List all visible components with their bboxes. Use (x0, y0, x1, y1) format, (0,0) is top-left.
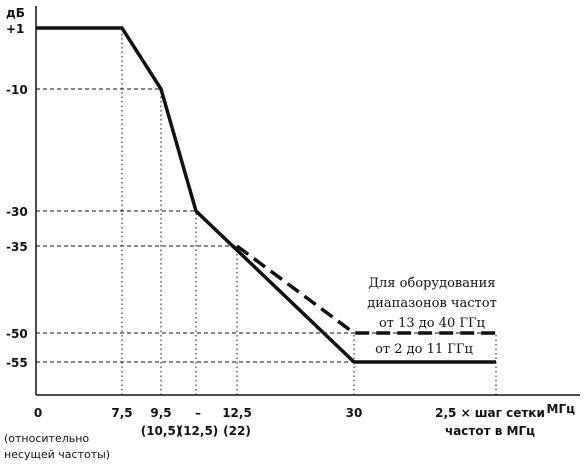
series-line-solid (36, 26, 496, 364)
y-tick-label-3: -35 (6, 240, 28, 254)
axes (35, 6, 580, 396)
x-tick-label-x95: 9,5 (150, 406, 171, 420)
x-tick-label-x0: 0 (34, 406, 42, 420)
axis-labels: дБ +1 -10 -30 -35 -50 -55 МГц 0 7,5 9,5 (10,5)– (12,… (4, 6, 575, 461)
y-tick-label-2: -30 (6, 205, 28, 219)
x-tick-label-x75: 7,5 (111, 406, 132, 420)
x-tick-label-xend: 2,5 × шаг сетки (435, 406, 545, 420)
x-tick-sublabel-xdash: (12,5) (178, 424, 219, 438)
annotations: Для оборудования диапазонов частот от 13 д… (367, 276, 497, 357)
x-tick-label-x30: 30 (346, 406, 363, 420)
annotation-high-band-2: от 13 до 40 ГГц (379, 316, 485, 331)
x-tick-label-x125: 12,5 (222, 406, 252, 420)
reference-lines (36, 28, 497, 395)
y-unit-label: дБ (6, 6, 25, 20)
y-tick-label-4: -50 (6, 327, 28, 341)
y-tick-label-0: +1 (6, 22, 24, 36)
x-origin-note-1: несущей частоты) (4, 448, 110, 461)
series-lines (36, 26, 496, 364)
y-tick-label-1: -10 (6, 83, 28, 97)
annotation-high-band-1: диапазонов частот (367, 296, 497, 311)
x-tick-sublabel-x125: (22) (223, 424, 251, 438)
x-tick-sublabel-x95: (10,5) (141, 424, 182, 438)
annotation-low-band: от 2 до 11 ГГц (375, 342, 473, 357)
x-tick-label-xdash: – (195, 406, 201, 420)
series-line-dashed (235, 244, 496, 335)
annotation-high-band-0: Для оборудования (368, 276, 495, 291)
x-tick-sublabel-xend: частот в МГц (445, 424, 535, 438)
y-tick-label-5: -55 (6, 356, 28, 370)
x-unit-label: МГц (547, 402, 576, 416)
x-origin-note-0: (относительно (4, 432, 89, 445)
